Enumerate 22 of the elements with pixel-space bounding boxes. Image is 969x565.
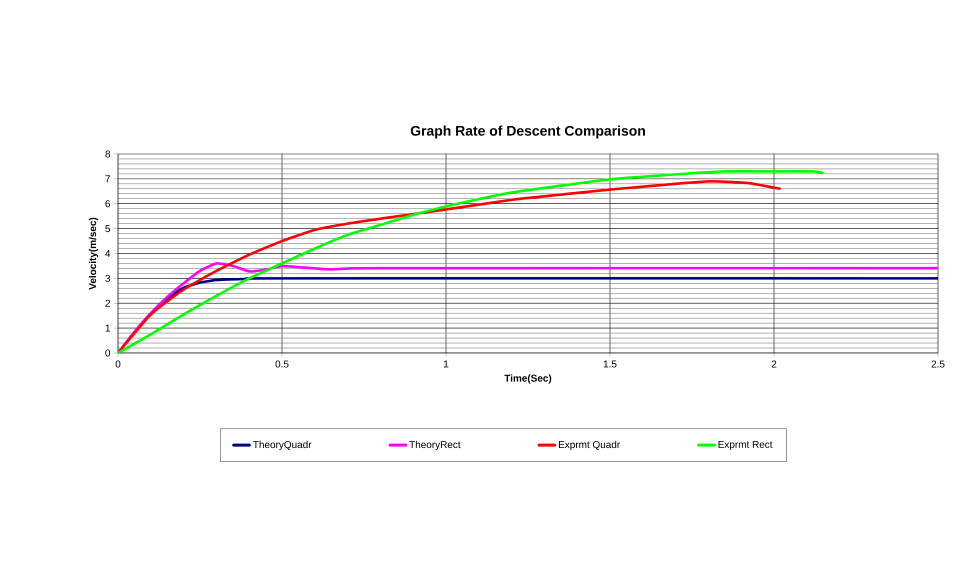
legend-label: TheoryQuadr — [253, 440, 312, 450]
x-tick-label: 1 — [444, 360, 448, 368]
x-tick-label: 0 — [116, 360, 120, 368]
x-tick-label: 2.5 — [932, 360, 945, 368]
x-tick-label: 2 — [772, 360, 776, 368]
y-tick-label: 3 — [105, 274, 110, 282]
y-tick-label: 8 — [105, 150, 110, 158]
x-tick-label: 0.5 — [275, 360, 289, 368]
legend-label: Exprmt Rect — [718, 440, 772, 450]
y-tick-label: 5 — [105, 225, 110, 232]
y-tick-label: 7 — [105, 175, 110, 182]
x-axis-title: Time(Sec) — [504, 374, 552, 384]
y-tick-label: 4 — [105, 250, 110, 257]
chart-title: Graph Rate of Descent Comparison — [410, 125, 645, 138]
legend-label: Exprmt Quadr — [558, 440, 620, 450]
x-tick-label: 1.5 — [604, 360, 617, 368]
y-tick-label: 2 — [105, 300, 110, 307]
y-axis-title: Velocity(m/sec) — [88, 218, 98, 290]
y-tick-label: 1 — [106, 324, 110, 332]
y-tick-label: 6 — [105, 200, 110, 208]
y-tick-label: 0 — [105, 349, 110, 357]
legend-label: TheoryRect — [409, 440, 461, 450]
